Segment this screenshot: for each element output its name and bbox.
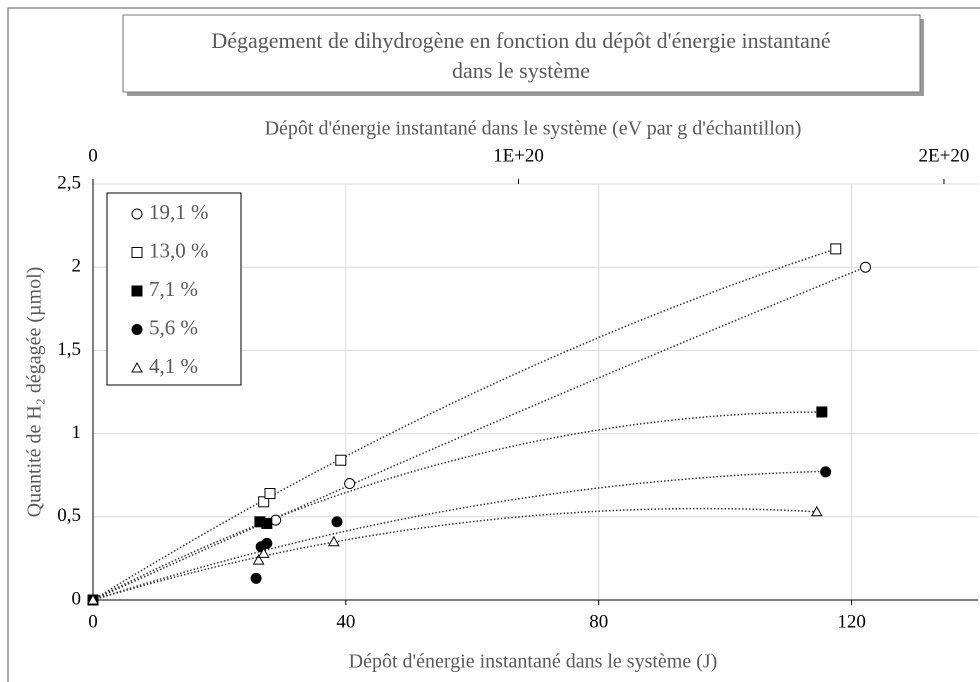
marker bbox=[830, 243, 842, 255]
legend-label: 4,1 % bbox=[149, 354, 198, 378]
chart-frame bbox=[7, 7, 980, 682]
y-tick-label: 1,5 bbox=[57, 339, 81, 360]
chart-title: Dégagement de dihydrogène en fonction du… bbox=[211, 28, 830, 53]
legend-label: 13,0 % bbox=[149, 238, 209, 262]
marker bbox=[331, 516, 343, 528]
marker bbox=[261, 537, 273, 549]
marker bbox=[261, 517, 273, 529]
trend-line bbox=[92, 266, 866, 601]
marker bbox=[250, 572, 262, 584]
x2-tick-label: 1E+20 bbox=[493, 145, 544, 166]
x-tick-label: 80 bbox=[589, 611, 608, 632]
legend-marker bbox=[131, 361, 143, 373]
marker bbox=[810, 505, 823, 517]
legend-label: 5,6 % bbox=[149, 315, 198, 339]
y-tick-label: 0,5 bbox=[57, 505, 81, 526]
y-tick-label: 2,5 bbox=[57, 172, 81, 193]
trend-line bbox=[92, 248, 837, 601]
marker bbox=[264, 488, 276, 500]
marker bbox=[257, 547, 270, 558]
marker bbox=[327, 535, 340, 547]
x2-axis-label: Dépôt d'énergie instantané dans le systè… bbox=[265, 118, 802, 140]
trend-line bbox=[92, 470, 826, 601]
title-box bbox=[122, 14, 921, 93]
marker bbox=[258, 496, 270, 508]
marker bbox=[87, 593, 99, 605]
x2-tick-label: 2E+20 bbox=[919, 145, 970, 166]
marker bbox=[816, 406, 828, 418]
legend-marker bbox=[131, 324, 143, 335]
x-tick-label: 40 bbox=[336, 611, 355, 632]
marker bbox=[344, 478, 356, 490]
x2-tick-label: 0 bbox=[88, 145, 98, 166]
legend-marker bbox=[131, 285, 143, 297]
marker bbox=[252, 554, 265, 565]
legend-marker bbox=[131, 208, 143, 220]
marker bbox=[859, 261, 871, 273]
y-axis-label: Quantité de H₂ dégagée (µmol) bbox=[24, 267, 46, 518]
y-tick-label: 1 bbox=[72, 422, 82, 443]
marker bbox=[820, 466, 832, 478]
trend-line bbox=[92, 411, 822, 601]
x-axis-label: Dépôt d'énergie instantané dans le systè… bbox=[349, 651, 718, 673]
trend-line bbox=[92, 507, 817, 601]
chart-title: dans le système bbox=[452, 58, 590, 83]
marker bbox=[335, 454, 347, 466]
legend-box bbox=[106, 192, 242, 386]
y-tick-label: 0 bbox=[72, 588, 82, 609]
y-tick-label: 2 bbox=[72, 256, 82, 277]
x-tick-label: 0 bbox=[88, 611, 98, 632]
legend-marker bbox=[131, 247, 143, 258]
x-tick-label: 120 bbox=[837, 611, 866, 632]
legend-label: 7,1 % bbox=[149, 277, 198, 301]
legend-label: 19,1 % bbox=[149, 200, 209, 224]
